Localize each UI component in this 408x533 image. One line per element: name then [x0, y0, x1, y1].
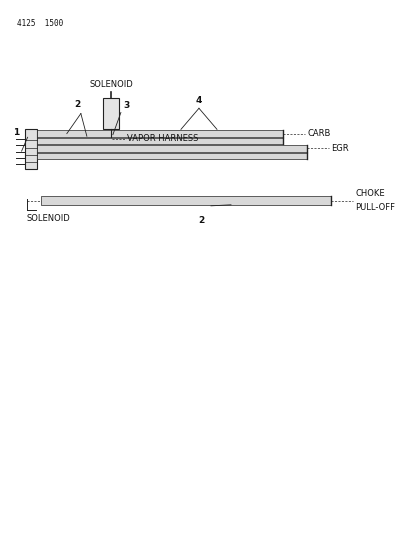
Text: CARB: CARB: [307, 129, 330, 138]
Text: 3: 3: [123, 101, 129, 110]
Bar: [41, 196, 331, 205]
Bar: [25, 130, 37, 169]
Text: CHOKE: CHOKE: [355, 189, 385, 198]
Bar: [37, 145, 307, 151]
Bar: [37, 130, 283, 138]
Bar: [37, 152, 307, 159]
Text: EGR: EGR: [331, 144, 349, 153]
Text: 2: 2: [75, 100, 81, 109]
Text: PULL-OFF: PULL-OFF: [355, 203, 395, 212]
Text: VAPOR HARNESS: VAPOR HARNESS: [127, 134, 198, 143]
Bar: [103, 98, 119, 130]
Text: 2: 2: [198, 216, 204, 225]
Bar: [37, 138, 283, 144]
Text: 1: 1: [13, 127, 20, 136]
Text: SOLENOID: SOLENOID: [27, 214, 71, 223]
Text: 4125  1500: 4125 1500: [17, 19, 63, 28]
Text: 4: 4: [196, 96, 202, 105]
Text: SOLENOID: SOLENOID: [89, 80, 133, 89]
